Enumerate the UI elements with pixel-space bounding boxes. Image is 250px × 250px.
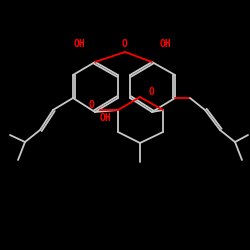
Text: OH: OH (100, 113, 112, 123)
Text: O: O (122, 39, 128, 49)
Text: O: O (89, 100, 95, 110)
Text: OH: OH (159, 39, 171, 49)
Text: OH: OH (74, 39, 86, 49)
Text: O: O (149, 87, 155, 97)
